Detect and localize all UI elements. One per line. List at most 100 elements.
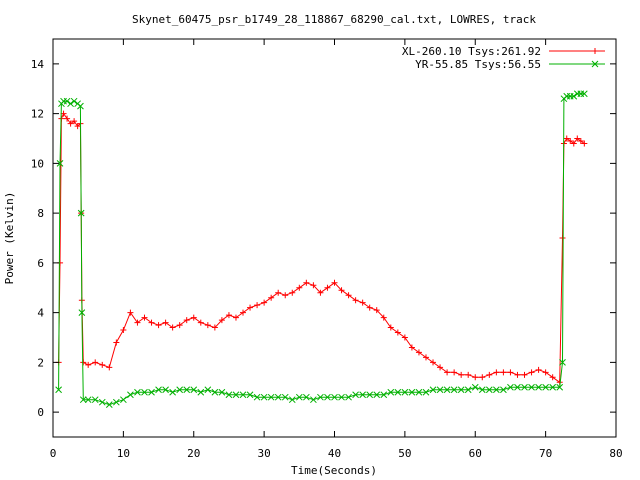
data-point <box>247 304 254 311</box>
data-point <box>451 369 458 376</box>
x-tick-label: 80 <box>609 447 622 460</box>
x-axis-label: Time(Seconds) <box>291 464 377 477</box>
data-point <box>127 391 134 399</box>
data-point <box>148 319 155 326</box>
data-point <box>437 364 444 371</box>
data-point <box>218 317 225 324</box>
data-point <box>359 299 366 306</box>
data-point <box>55 386 62 394</box>
data-point <box>500 386 507 394</box>
data-point <box>528 369 535 376</box>
data-point <box>169 324 176 331</box>
data-point <box>148 388 155 396</box>
data-point <box>169 388 176 396</box>
data-point <box>373 391 381 399</box>
data-point <box>493 386 500 394</box>
data-point <box>401 388 409 396</box>
data-point <box>471 383 479 391</box>
data-point <box>443 386 451 394</box>
data-point <box>176 386 184 394</box>
data-point <box>380 314 387 321</box>
data-point <box>338 287 345 294</box>
y-tick-label: 6 <box>37 257 44 270</box>
data-point <box>240 309 247 316</box>
data-point <box>275 289 282 296</box>
x-tick-label: 70 <box>539 447 552 460</box>
data-point <box>67 120 74 127</box>
data-point <box>190 314 197 321</box>
data-point <box>521 383 528 391</box>
y-tick-label: 2 <box>37 356 44 369</box>
data-point <box>485 386 493 394</box>
data-point <box>581 140 588 147</box>
x-tick-label: 10 <box>117 447 130 460</box>
data-point <box>559 235 566 241</box>
data-point <box>559 359 566 366</box>
series-2 <box>55 90 588 409</box>
series-line <box>58 112 585 384</box>
data-point <box>317 393 324 401</box>
data-point <box>67 100 74 108</box>
data-point <box>570 92 578 100</box>
data-point <box>450 386 458 394</box>
data-point <box>478 386 486 394</box>
data-point <box>535 366 542 373</box>
data-point <box>563 135 570 142</box>
legend-label: YR-55.85 Tsys:56.55 <box>415 58 541 71</box>
data-point <box>64 115 71 122</box>
data-point <box>155 386 162 394</box>
data-point <box>345 393 352 401</box>
data-point <box>310 396 317 404</box>
x-tick-label: 0 <box>50 447 57 460</box>
y-tick-label: 8 <box>37 207 44 220</box>
data-point <box>422 354 429 361</box>
data-point <box>80 359 87 366</box>
data-point <box>197 388 205 396</box>
data-point <box>267 393 275 401</box>
data-point <box>232 314 239 321</box>
data-point <box>91 396 99 404</box>
data-point <box>549 374 556 381</box>
data-point <box>352 391 359 399</box>
data-point <box>288 396 296 404</box>
data-point <box>183 386 191 394</box>
y-tick-label: 4 <box>37 307 44 320</box>
data-point <box>366 391 374 399</box>
data-point <box>570 140 577 147</box>
data-point <box>281 393 289 401</box>
data-point <box>415 388 423 396</box>
data-point <box>359 391 367 399</box>
data-point <box>70 97 78 105</box>
data-point <box>296 284 303 291</box>
data-point <box>500 369 507 376</box>
data-point <box>225 391 233 399</box>
data-point <box>394 388 402 396</box>
series-1 <box>55 110 588 386</box>
data-point <box>493 369 500 376</box>
data-point <box>486 371 493 378</box>
data-point <box>472 374 479 381</box>
x-tick-label: 20 <box>187 447 200 460</box>
chart-title: Skynet_60475_psr_b1749_28_118867_68290_c… <box>132 13 536 26</box>
data-point <box>324 284 331 291</box>
data-point <box>479 374 486 381</box>
data-point <box>105 401 113 409</box>
data-point <box>77 209 85 217</box>
data-point <box>574 135 581 142</box>
data-point <box>183 317 190 324</box>
y-tick-label: 14 <box>31 58 45 71</box>
y-tick-label: 10 <box>31 157 44 170</box>
data-point <box>225 312 232 319</box>
data-point <box>197 319 204 326</box>
x-tick-label: 50 <box>398 447 411 460</box>
data-point <box>218 388 226 396</box>
data-point <box>521 371 528 378</box>
data-point <box>303 279 310 286</box>
data-point <box>580 90 588 98</box>
data-point <box>98 398 106 406</box>
data-point <box>112 398 120 406</box>
series-layer <box>55 90 588 409</box>
data-point <box>268 294 275 301</box>
data-point <box>457 386 465 394</box>
